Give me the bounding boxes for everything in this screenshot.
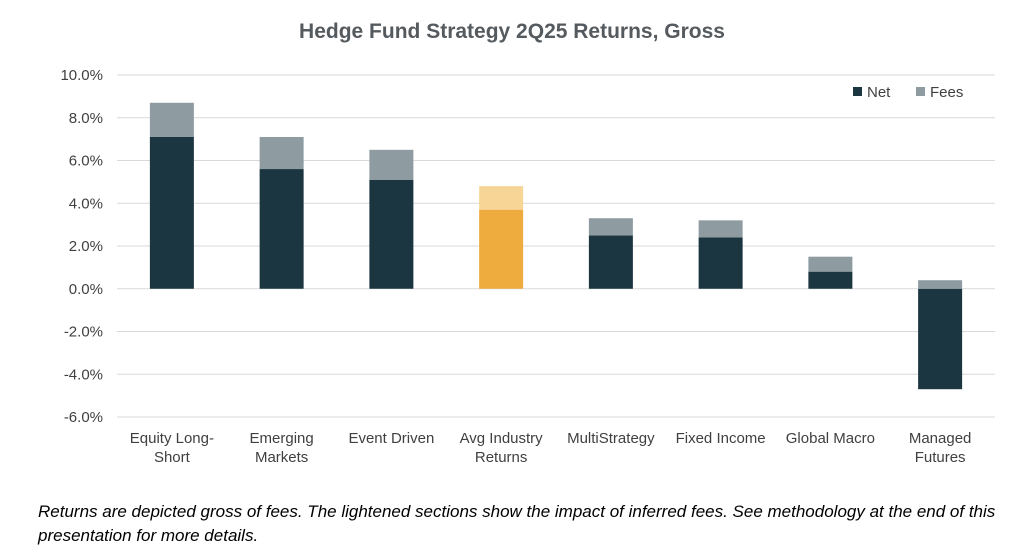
bar-net xyxy=(149,136,194,289)
y-tick-label: 10.0% xyxy=(60,67,103,84)
bar-net xyxy=(259,169,304,289)
bar-chart: 10.0% 8.0% 6.0% 4.0% 2.0% 0.0% -2.0% -4.0% -6.0%… xyxy=(60,67,995,466)
bar-fees xyxy=(918,280,963,289)
legend-swatch-net xyxy=(853,87,862,96)
legend-label-net: Net xyxy=(867,84,891,101)
bars xyxy=(149,102,963,390)
x-category-label: Fixed Income xyxy=(676,430,766,447)
legend: Net Fees xyxy=(853,84,963,101)
grid-lines xyxy=(117,74,995,418)
bar-net xyxy=(588,235,633,289)
bar-fees xyxy=(808,256,853,272)
legend-label-fees: Fees xyxy=(930,84,963,101)
x-category-label: Avg Industry Returns xyxy=(460,430,544,466)
x-category-label: Event Driven xyxy=(348,430,434,447)
x-category-label: Equity Long-Short xyxy=(130,430,214,466)
x-category-label: Emerging Markets xyxy=(250,430,314,466)
bar-fees xyxy=(698,220,743,238)
y-tick-label: 2.0% xyxy=(69,238,103,255)
x-axis-categories: Equity Long-Short Emerging Markets Event Dr… xyxy=(130,430,972,466)
y-axis-ticks: 10.0% 8.0% 6.0% 4.0% 2.0% 0.0% -2.0% -4.0% -6.0% xyxy=(60,67,103,426)
x-category-label: MultiStrategy xyxy=(567,430,655,447)
y-tick-label: -2.0% xyxy=(64,324,103,341)
y-tick-label: 8.0% xyxy=(69,110,103,127)
bar-fees xyxy=(149,102,194,137)
y-tick-label: 4.0% xyxy=(69,195,103,212)
bar-net xyxy=(918,288,963,390)
bar-fees xyxy=(588,218,633,236)
bar-net xyxy=(698,237,743,289)
bar-net xyxy=(369,179,414,289)
legend-swatch-fees xyxy=(916,87,925,96)
x-category-label: Managed Futures xyxy=(909,430,972,466)
y-tick-label: -4.0% xyxy=(64,366,103,383)
x-category-label: Global Macro xyxy=(786,430,875,447)
bar-fees xyxy=(479,186,524,210)
chart-title: Hedge Fund Strategy 2Q25 Returns, Gross xyxy=(299,20,725,43)
chart-caption: Returns are depicted gross of fees. The … xyxy=(38,502,996,545)
bar-net xyxy=(808,271,853,289)
bar-fees xyxy=(259,136,304,170)
bar-fees xyxy=(369,149,414,180)
y-tick-label: 0.0% xyxy=(69,281,103,298)
y-tick-label: 6.0% xyxy=(69,153,103,170)
y-tick-label: -6.0% xyxy=(64,409,103,426)
bar-net xyxy=(479,209,524,289)
